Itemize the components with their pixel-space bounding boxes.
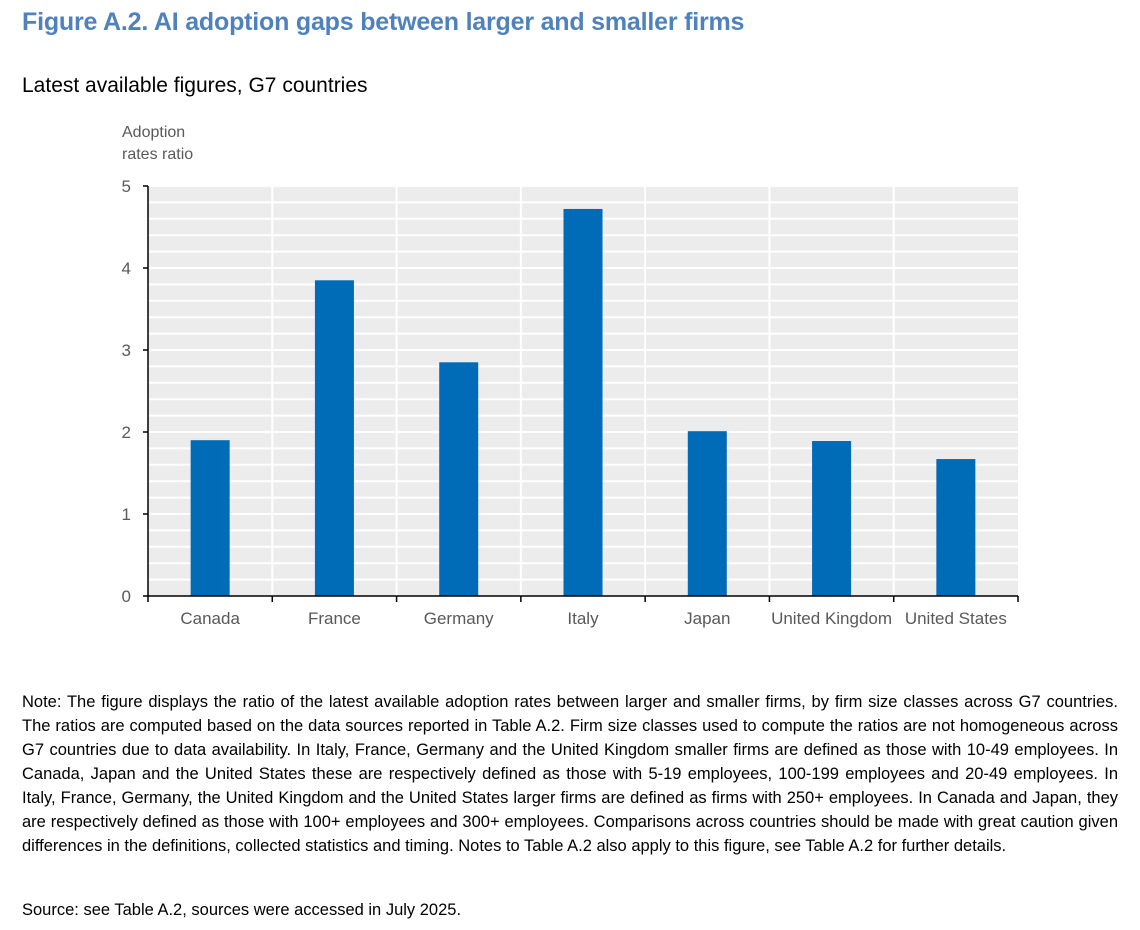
x-tick-label: Japan xyxy=(684,609,730,628)
x-tick-label: Canada xyxy=(180,609,240,628)
x-tick-label: United States xyxy=(905,609,1007,628)
bars xyxy=(190,208,976,596)
x-tick-label: United Kingdom xyxy=(771,609,892,628)
x-tick-labels: Canada France Germany Italy Japan United King… xyxy=(180,609,1007,628)
y-tick-label: 3 xyxy=(122,341,131,360)
bar-japan xyxy=(687,431,727,596)
x-tick-label: France xyxy=(308,609,361,628)
y-tick-labels: 0 1 2 3 4 5 xyxy=(122,177,131,606)
bar-united-kingdom xyxy=(812,441,852,596)
y-tick-label: 2 xyxy=(122,423,131,442)
y-axis-label-line-2: rates ratio xyxy=(122,146,194,163)
bar-united-states xyxy=(936,459,976,596)
bar-italy xyxy=(563,208,603,596)
y-tick-label: 4 xyxy=(122,259,131,278)
y-axis-label-line-1: Adoption xyxy=(122,124,186,141)
x-tick-label: Germany xyxy=(424,609,494,628)
figure-subtitle: Latest available figures, G7 countries xyxy=(22,74,368,97)
y-tick-label: 0 xyxy=(122,587,131,606)
y-tick-label: 1 xyxy=(122,505,131,524)
x-tick-label: Italy xyxy=(567,609,599,628)
bar-canada xyxy=(190,440,230,596)
figure-note: Note: The figure displays the ratio of t… xyxy=(22,693,1118,855)
figure-title: Figure A.2. AI adoption gaps between lar… xyxy=(22,8,745,36)
bar-france xyxy=(314,280,354,596)
y-axis-label: Adoption rates ratio xyxy=(122,122,193,166)
bar-chart: 0 1 2 3 4 5 Canada France Germany Italy Japan Unit… xyxy=(122,177,1019,628)
y-tick-label: 5 xyxy=(122,177,131,196)
bar-germany xyxy=(439,362,479,596)
axes xyxy=(143,185,1019,602)
figure-source: Source: see Table A.2, sources were acce… xyxy=(22,901,462,919)
